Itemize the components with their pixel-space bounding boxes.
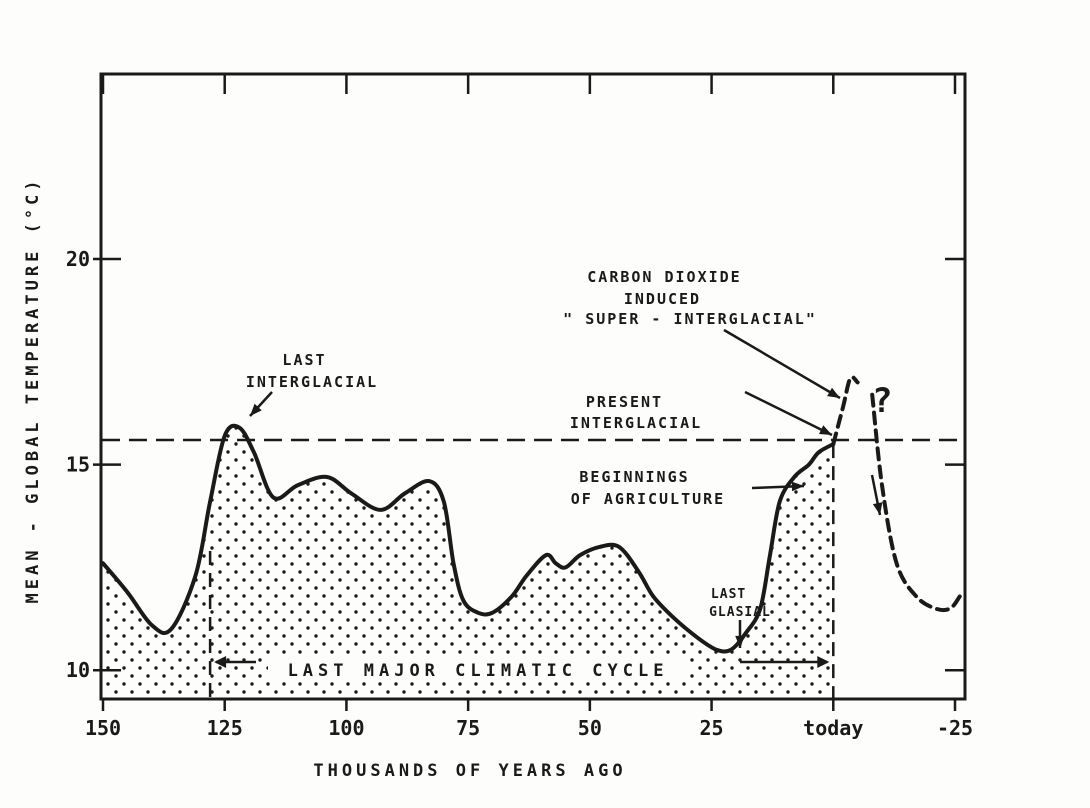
y-tick-label-20: 20 [66,247,90,271]
x-tick-label-50: 50 [578,716,602,740]
arrow-super-interglacial-shaft [723,328,841,400]
annotation-super-interglacial: CARBON DIOXIDE INDUCED " SUPER - INTERGL… [563,268,817,328]
annotation-super-interglacial-line-2: INDUCED [624,290,701,308]
tick-labels-layer: 150 125 100 75 50 25 today -25 10 15 20 [66,247,973,740]
tick-marks-layer [93,74,965,711]
arrow-last-interglacial-head [250,403,262,416]
arrow-present-interglacial-head [819,425,832,435]
series-layer [101,375,962,654]
x-tick-label-75: 75 [456,716,480,740]
x-axis-title: THOUSANDS OF YEARS AGO [313,761,626,781]
cycle-arrow-left-head [214,656,227,668]
series-line-past-temperature [101,423,836,654]
annotation-present-interglacial-line-2: INTERGLACIAL [570,414,702,432]
annotation-last-interglacial-line-2: INTERGLACIAL [246,373,378,391]
arrow-present-interglacial-shaft [744,390,833,437]
arrow-projection-decline-head [872,502,883,515]
annotation-last-interglacial-line-1: LAST [282,351,326,369]
annotation-arrows-layer [214,328,883,668]
y-tick-label-10: 10 [66,658,90,682]
series-line-projection-1 [831,375,860,447]
annotation-present-interglacial: PRESENT INTERGLACIAL [570,393,702,432]
plot-frame [99,72,967,701]
annotation-present-interglacial-line-1: PRESENT [586,393,663,411]
annotation-beginnings-of-agriculture: BEGINNINGS OF AGRICULTURE [571,468,725,508]
arrow-agriculture-head [791,481,804,492]
annotation-last-interglacial: LAST INTERGLACIAL [246,351,378,391]
cycle-arrow-right-head [817,656,830,668]
annotation-super-interglacial-line-3: " SUPER - INTERGLACIAL" [563,310,817,328]
shaded-area-under-curve [102,425,834,699]
annotation-agriculture-line-1: BEGINNINGS [579,468,689,486]
x-tick-label-100: 100 [328,716,364,740]
question-mark-annotation: ? [872,381,892,421]
y-axis-title: MEAN - GLOBAL TEMPERATURE (°C) [23,176,43,603]
annotation-last-glacial-line-2: GLASIAL [709,605,771,620]
x-tick-label-today: today [803,716,863,740]
annotation-last-major-climatic-cycle: LAST MAJOR CLIMATIC CYCLE [288,661,669,681]
annotation-super-interglacial-line-1: CARBON DIOXIDE [587,268,741,286]
annotation-last-glacial: LAST GLASIAL [709,587,771,620]
cycle-label-backdrop [268,654,688,682]
series-line-projection-2 [870,392,962,613]
shaded-area-layer [102,425,834,699]
x-tick-label-150: 150 [85,716,121,740]
arrow-super-interglacial-head [827,387,840,398]
annotation-agriculture-line-2: OF AGRICULTURE [571,490,725,508]
x-tick-label-25: 25 [700,716,724,740]
annotation-last-glacial-line-1: LAST [711,587,746,602]
x-tick-label-125: 125 [207,716,243,740]
y-tick-label-15: 15 [66,453,90,477]
arrow-last-glacial-head [735,635,745,648]
reference-line-layer [102,438,964,699]
x-tick-label--25: -25 [937,716,973,740]
